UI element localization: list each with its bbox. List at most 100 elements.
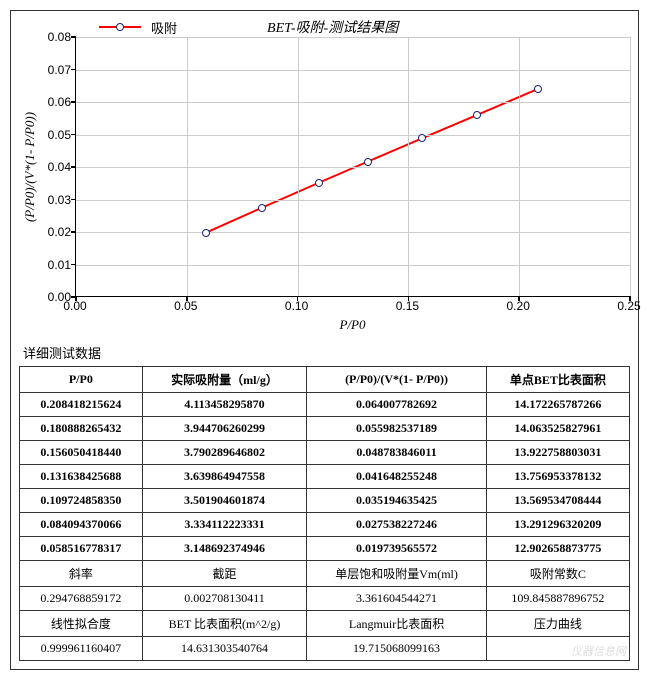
table-cell: 12.902658873775 <box>486 537 629 561</box>
summary-value <box>486 637 629 661</box>
data-point-marker <box>364 158 372 166</box>
gridline-v <box>298 37 299 296</box>
summary-header: 吸附常数C <box>486 561 629 587</box>
gridline-v <box>408 37 409 296</box>
col-header: 单点BET比表面积 <box>486 367 629 393</box>
summary-value-row: 0.999961160407 14.631303540764 19.715068… <box>20 637 630 661</box>
table-row: 0.1808882654323.9447062602990.0559825371… <box>20 417 630 441</box>
table-header-row: P/P0 实际吸附量（ml/g） (P/P0)/(V*(1- P/P0)) 单点… <box>20 367 630 393</box>
y-tick-label: 0.05 <box>48 128 71 142</box>
summary-value: 0.002708130411 <box>142 587 307 611</box>
chart-header-row: 吸附 BET-吸附-测试结果图 <box>19 17 630 37</box>
summary-header: 压力曲线 <box>486 611 629 637</box>
summary-header: 斜率 <box>20 561 143 587</box>
y-tick-label: 0.02 <box>48 225 71 239</box>
table-cell: 0.048783846011 <box>307 441 487 465</box>
page-frame: 吸附 BET-吸附-测试结果图 (P/P0)/(V*(1- P/P0)) 0.0… <box>10 10 639 670</box>
plot-area <box>75 37 630 297</box>
tick-mark <box>71 69 76 71</box>
table-cell: 14.063525827961 <box>486 417 629 441</box>
summary-header: Langmuir比表面积 <box>307 611 487 637</box>
summary-header: 线性拟合度 <box>20 611 143 637</box>
table-cell: 0.055982537189 <box>307 417 487 441</box>
x-tick-label: 0.25 <box>617 299 640 313</box>
gridline-h <box>76 37 630 38</box>
table-row: 0.0840943700663.3341122233310.0275382272… <box>20 513 630 537</box>
summary-value: 109.845887896752 <box>486 587 629 611</box>
data-point-marker <box>258 204 266 212</box>
table-cell: 4.113458295870 <box>142 393 307 417</box>
table-row: 0.2084182156244.1134582958700.0640077826… <box>20 393 630 417</box>
data-point-marker <box>418 134 426 142</box>
summary-value: 3.361604544271 <box>307 587 487 611</box>
gridline-h <box>76 200 630 201</box>
table-cell: 3.639864947558 <box>142 465 307 489</box>
table-row: 0.1316384256883.6398649475580.0416482552… <box>20 465 630 489</box>
gridline-h <box>76 102 630 103</box>
table-cell: 0.131638425688 <box>20 465 143 489</box>
data-point-marker <box>315 179 323 187</box>
plot-wrap: (P/P0)/(V*(1- P/P0)) 0.000.010.020.030.0… <box>19 37 630 297</box>
table-cell: 0.084094370066 <box>20 513 143 537</box>
yticks-col: 0.000.010.020.030.040.050.060.070.08 <box>41 37 75 297</box>
table-cell: 0.064007782692 <box>307 393 487 417</box>
ylabel-col: (P/P0)/(V*(1- P/P0)) <box>19 37 41 297</box>
table-body: 0.2084182156244.1134582958700.0640077826… <box>20 393 630 561</box>
gridline-v <box>187 37 188 296</box>
data-point-marker <box>473 111 481 119</box>
summary-value: 0.999961160407 <box>20 637 143 661</box>
summary-header: 单层饱和吸附量Vm(ml) <box>307 561 487 587</box>
summary-header-row: 线性拟合度 BET 比表面积(m^2/g) Langmuir比表面积 压力曲线 <box>20 611 630 637</box>
gridline-h <box>76 232 630 233</box>
summary-header-row: 斜率 截距 单层饱和吸附量Vm(ml) 吸附常数C <box>20 561 630 587</box>
table-cell: 13.569534708444 <box>486 489 629 513</box>
tick-mark <box>71 36 76 38</box>
summary-header: 截距 <box>142 561 307 587</box>
y-tick-label: 0.07 <box>48 63 71 77</box>
chart-region: 吸附 BET-吸附-测试结果图 (P/P0)/(V*(1- P/P0)) 0.0… <box>19 17 630 333</box>
table-cell: 0.156050418440 <box>20 441 143 465</box>
legend-label: 吸附 <box>151 18 177 37</box>
y-tick-label: 0.08 <box>48 30 71 44</box>
gridline-h <box>76 167 630 168</box>
data-point-marker <box>202 229 210 237</box>
x-axis-label: P/P0 <box>75 317 630 333</box>
table-cell: 3.944706260299 <box>142 417 307 441</box>
gridline-h <box>76 70 630 71</box>
chart-title: BET-吸附-测试结果图 <box>267 17 398 37</box>
col-header: 实际吸附量（ml/g） <box>142 367 307 393</box>
col-header: (P/P0)/(V*(1- P/P0)) <box>307 367 487 393</box>
legend-marker-icon <box>116 23 124 31</box>
summary-value-row: 0.294768859172 0.002708130411 3.36160454… <box>20 587 630 611</box>
x-tick-label: 0.00 <box>63 299 86 313</box>
y-tick-label: 0.06 <box>48 95 71 109</box>
xticks-row: 0.000.050.100.150.200.25 <box>75 297 629 315</box>
table-cell: 0.208418215624 <box>20 393 143 417</box>
gridline-v <box>630 37 631 296</box>
table-cell: 0.109724858350 <box>20 489 143 513</box>
gridline-h <box>76 135 630 136</box>
table-cell: 0.035194635425 <box>307 489 487 513</box>
table-cell: 13.291296320209 <box>486 513 629 537</box>
table-row: 0.0585167783173.1486923749460.0197395655… <box>20 537 630 561</box>
y-tick-label: 0.04 <box>48 160 71 174</box>
table-cell: 3.334112223331 <box>142 513 307 537</box>
tick-mark <box>71 199 76 201</box>
tick-mark <box>71 264 76 266</box>
table-cell: 13.922758803031 <box>486 441 629 465</box>
table-cell: 13.756953378132 <box>486 465 629 489</box>
tick-mark <box>71 101 76 103</box>
x-tick-label: 0.05 <box>174 299 197 313</box>
x-tick-label: 0.15 <box>396 299 419 313</box>
table-cell: 0.041648255248 <box>307 465 487 489</box>
y-axis-label: (P/P0)/(V*(1- P/P0)) <box>22 112 38 222</box>
x-tick-label: 0.10 <box>285 299 308 313</box>
summary-value: 14.631303540764 <box>142 637 307 661</box>
table-cell: 0.180888265432 <box>20 417 143 441</box>
tick-mark <box>71 231 76 233</box>
table-cell: 0.019739565572 <box>307 537 487 561</box>
data-point-marker <box>534 85 542 93</box>
x-tick-label: 0.20 <box>507 299 530 313</box>
gridline-v <box>519 37 520 296</box>
table-section-title: 详细测试数据 <box>23 343 630 362</box>
